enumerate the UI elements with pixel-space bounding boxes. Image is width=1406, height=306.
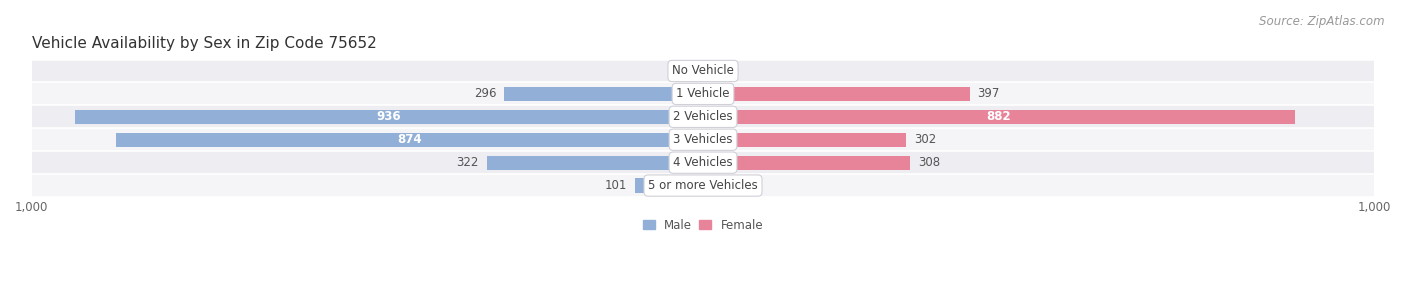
Text: 1 Vehicle: 1 Vehicle <box>676 88 730 100</box>
Bar <box>32 105 1374 128</box>
Text: No Vehicle: No Vehicle <box>672 65 734 77</box>
Bar <box>703 110 1295 124</box>
Bar <box>32 174 1374 197</box>
Text: 2 Vehicles: 2 Vehicles <box>673 110 733 123</box>
Bar <box>505 87 703 101</box>
Bar <box>32 128 1374 151</box>
Text: 882: 882 <box>987 110 1011 123</box>
Text: 296: 296 <box>474 88 496 100</box>
Bar <box>117 132 703 147</box>
Legend: Male, Female: Male, Female <box>640 215 766 235</box>
Text: 20: 20 <box>724 65 740 77</box>
Bar <box>32 60 1374 82</box>
Bar <box>703 132 905 147</box>
Bar <box>703 178 733 193</box>
Text: 5: 5 <box>685 65 692 77</box>
Bar <box>703 155 910 170</box>
Bar <box>700 64 703 78</box>
Text: 5 or more Vehicles: 5 or more Vehicles <box>648 179 758 192</box>
Bar <box>703 87 970 101</box>
Bar <box>32 151 1374 174</box>
Text: 936: 936 <box>377 110 401 123</box>
Text: 397: 397 <box>977 88 1000 100</box>
Text: 308: 308 <box>918 156 941 169</box>
Text: Source: ZipAtlas.com: Source: ZipAtlas.com <box>1260 15 1385 28</box>
Bar <box>32 82 1374 105</box>
Text: 874: 874 <box>398 133 422 146</box>
Bar <box>703 64 717 78</box>
Bar <box>636 178 703 193</box>
Text: 302: 302 <box>914 133 936 146</box>
Text: 3 Vehicles: 3 Vehicles <box>673 133 733 146</box>
Text: Vehicle Availability by Sex in Zip Code 75652: Vehicle Availability by Sex in Zip Code … <box>32 36 377 51</box>
Text: 322: 322 <box>457 156 479 169</box>
Text: 101: 101 <box>605 179 627 192</box>
Bar <box>75 110 703 124</box>
Text: 4 Vehicles: 4 Vehicles <box>673 156 733 169</box>
Text: 43: 43 <box>740 179 755 192</box>
Bar <box>486 155 703 170</box>
